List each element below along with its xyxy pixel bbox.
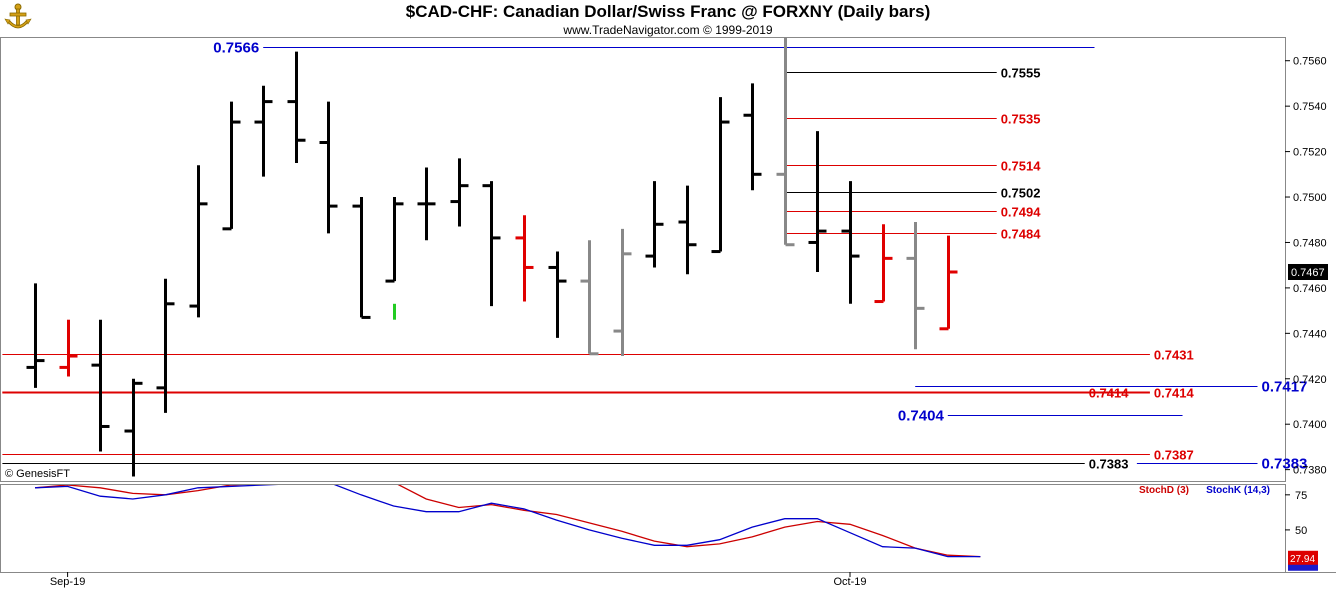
last-price-label: 0.7467: [1291, 267, 1325, 279]
y-axis-tick-label: 0.7440: [1293, 328, 1327, 340]
level-label: 0.7404: [898, 408, 945, 425]
y-axis-tick-label: 0.7380: [1293, 465, 1327, 477]
stoch-last-box-d: [1288, 550, 1318, 565]
x-axis-label: Oct-19: [833, 576, 866, 588]
level-label: 0.7514: [1001, 159, 1042, 174]
level-label: 0.7431: [1154, 348, 1194, 363]
y-axis-tick-label: 0.7540: [1293, 101, 1327, 113]
price-panel-frame: [0, 37, 1286, 482]
y-axis-tick-label: 0.7560: [1293, 56, 1327, 68]
level-label: 0.7417: [1262, 379, 1308, 396]
level-label: 0.7484: [1001, 227, 1042, 242]
y-axis-tick-label: 0.7500: [1293, 192, 1327, 204]
stoch-y-tick-label: 75: [1295, 490, 1307, 502]
stoch-y-tick-label: 50: [1295, 525, 1307, 537]
level-label: 0.7494: [1001, 205, 1042, 220]
stoch-last-value: 27.94: [1290, 554, 1315, 565]
stoch-lines: [34, 485, 981, 558]
level-label: 0.7383: [1262, 456, 1308, 473]
level-label: 0.7535: [1001, 112, 1041, 127]
level-label: 0.7502: [1001, 186, 1041, 201]
level-label: 0.7387: [1154, 448, 1194, 463]
stoch-panel-frame: [0, 484, 1286, 573]
stoch-legend-k: StochK (14,3): [1206, 485, 1270, 496]
y-axis-tick-label: 0.7420: [1293, 374, 1327, 386]
stoch-series-line: [34, 485, 981, 558]
stoch-series-line: [34, 485, 981, 558]
trade-navigator-logo-icon: [4, 3, 32, 33]
last-price-box: [1288, 263, 1328, 280]
level-label: 0.7383: [1089, 457, 1129, 472]
chart-title: $CAD-CHF: Canadian Dollar/Swiss Franc @ …: [405, 2, 931, 21]
stoch-legend-d: StochD (3): [1139, 485, 1189, 496]
level-label: 0.7566: [213, 40, 259, 57]
level-label: 0.7555: [1001, 66, 1041, 81]
y-axis-tick-label: 0.7460: [1293, 283, 1327, 295]
chart-subtitle: www.TradeNavigator.com © 1999-2019: [563, 23, 773, 37]
y-axis-tick-label: 0.7480: [1293, 237, 1327, 249]
x-axis-label: Sep-19: [50, 576, 85, 588]
y-axis-tick-label: 0.7520: [1293, 147, 1327, 159]
y-axis-tick-label: 0.7400: [1293, 419, 1327, 431]
level-label: 0.7414: [1089, 386, 1130, 401]
level-label: 0.7414: [1154, 386, 1195, 401]
watermark-bg: [1, 466, 69, 480]
genesis-watermark: © GenesisFT: [5, 468, 70, 480]
